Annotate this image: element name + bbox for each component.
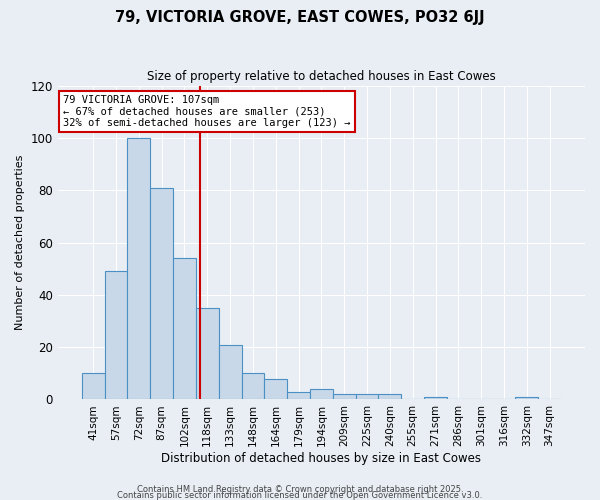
- Bar: [265, 378, 287, 400]
- Text: 79 VICTORIA GROVE: 107sqm
← 67% of detached houses are smaller (253)
32% of semi: 79 VICTORIA GROVE: 107sqm ← 67% of detac…: [63, 95, 350, 128]
- Bar: [104, 272, 127, 400]
- Y-axis label: Number of detached properties: Number of detached properties: [15, 155, 25, 330]
- Bar: [196, 308, 218, 400]
- Bar: [515, 397, 538, 400]
- Bar: [424, 397, 447, 400]
- Text: Contains HM Land Registry data © Crown copyright and database right 2025.: Contains HM Land Registry data © Crown c…: [137, 486, 463, 494]
- Bar: [218, 344, 242, 400]
- Bar: [82, 374, 104, 400]
- Bar: [242, 374, 265, 400]
- Text: Contains public sector information licensed under the Open Government Licence v3: Contains public sector information licen…: [118, 492, 482, 500]
- Bar: [150, 188, 173, 400]
- Title: Size of property relative to detached houses in East Cowes: Size of property relative to detached ho…: [147, 70, 496, 83]
- Bar: [333, 394, 356, 400]
- X-axis label: Distribution of detached houses by size in East Cowes: Distribution of detached houses by size …: [161, 452, 481, 465]
- Text: 79, VICTORIA GROVE, EAST COWES, PO32 6JJ: 79, VICTORIA GROVE, EAST COWES, PO32 6JJ: [115, 10, 485, 25]
- Bar: [287, 392, 310, 400]
- Bar: [127, 138, 150, 400]
- Bar: [356, 394, 379, 400]
- Bar: [173, 258, 196, 400]
- Bar: [379, 394, 401, 400]
- Bar: [310, 389, 333, 400]
